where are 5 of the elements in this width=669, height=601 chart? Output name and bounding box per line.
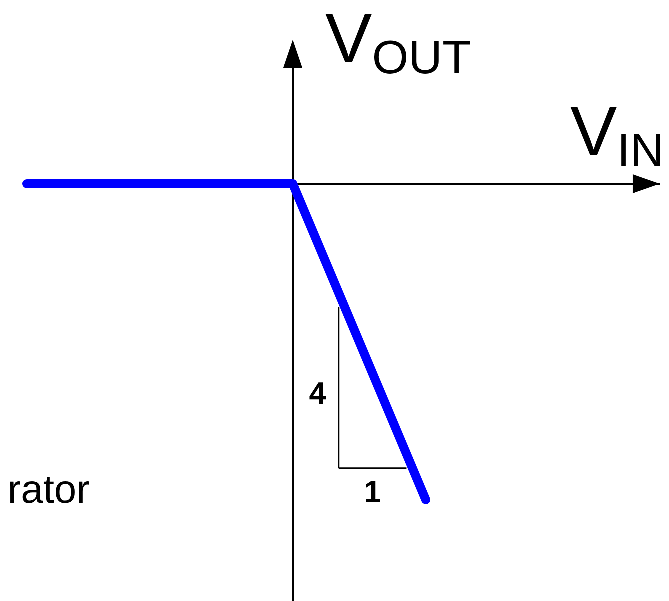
annotation: 1	[364, 474, 382, 510]
annotation: 4	[309, 376, 328, 411]
annotation: rator	[8, 468, 90, 512]
y-axis-title: V$_{OUT}$	[326, 0, 472, 84]
x-axis-title: V$_{IN}$	[570, 92, 664, 176]
